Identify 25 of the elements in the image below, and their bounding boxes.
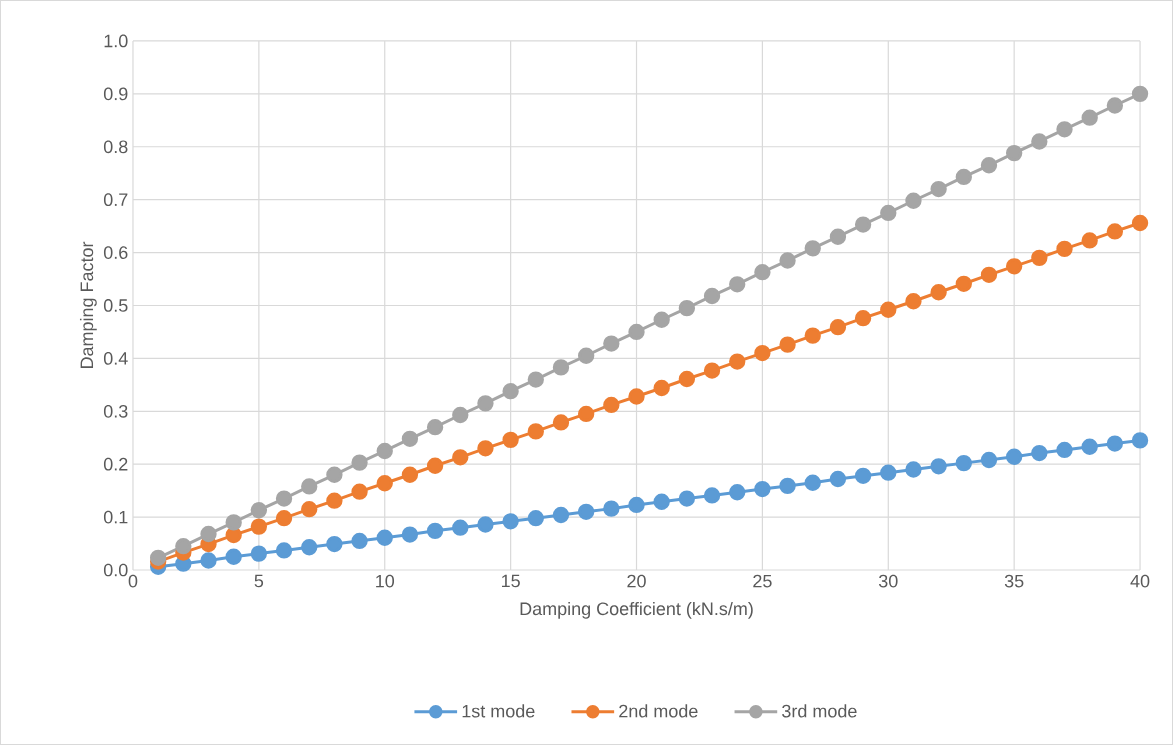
y-tick-label: 0.2 (103, 457, 128, 471)
y-tick-label: 0.4 (103, 352, 128, 365)
y-tick-label: 1.0 (104, 34, 128, 48)
y-tick-label: 0.9 (103, 87, 128, 101)
legend-label: 3rd mode (782, 704, 857, 718)
x-axis-title: Damping Coefficient (kN.s/m) (520, 601, 753, 619)
x-tick-label: 5 (254, 574, 264, 588)
legend-label: 1st mode (462, 704, 535, 718)
legend-label: 2nd mode (619, 704, 698, 718)
x-tick-label: 35 (1004, 574, 1024, 588)
y-tick-label: 0.7 (103, 193, 128, 207)
y-tick-label: 0.6 (103, 246, 128, 259)
x-tick-label: 20 (627, 574, 646, 588)
y-tick-label: 0.8 (103, 140, 128, 154)
x-tick-label: 40 (1130, 574, 1150, 588)
x-tick-label: 10 (376, 574, 395, 588)
y-axis-title: Damping Factor (79, 241, 97, 369)
x-tick-label: 15 (502, 574, 520, 588)
y-tick-label: 0.5 (103, 299, 128, 312)
x-tick-label: 30 (878, 574, 898, 588)
y-tick-label: 0.0 (103, 563, 128, 577)
y-tick-label: 0.1 (103, 510, 128, 524)
x-tick-label: 25 (753, 574, 772, 588)
y-tick-label: 0.3 (103, 404, 128, 418)
x-tick-label: 0 (128, 574, 138, 588)
